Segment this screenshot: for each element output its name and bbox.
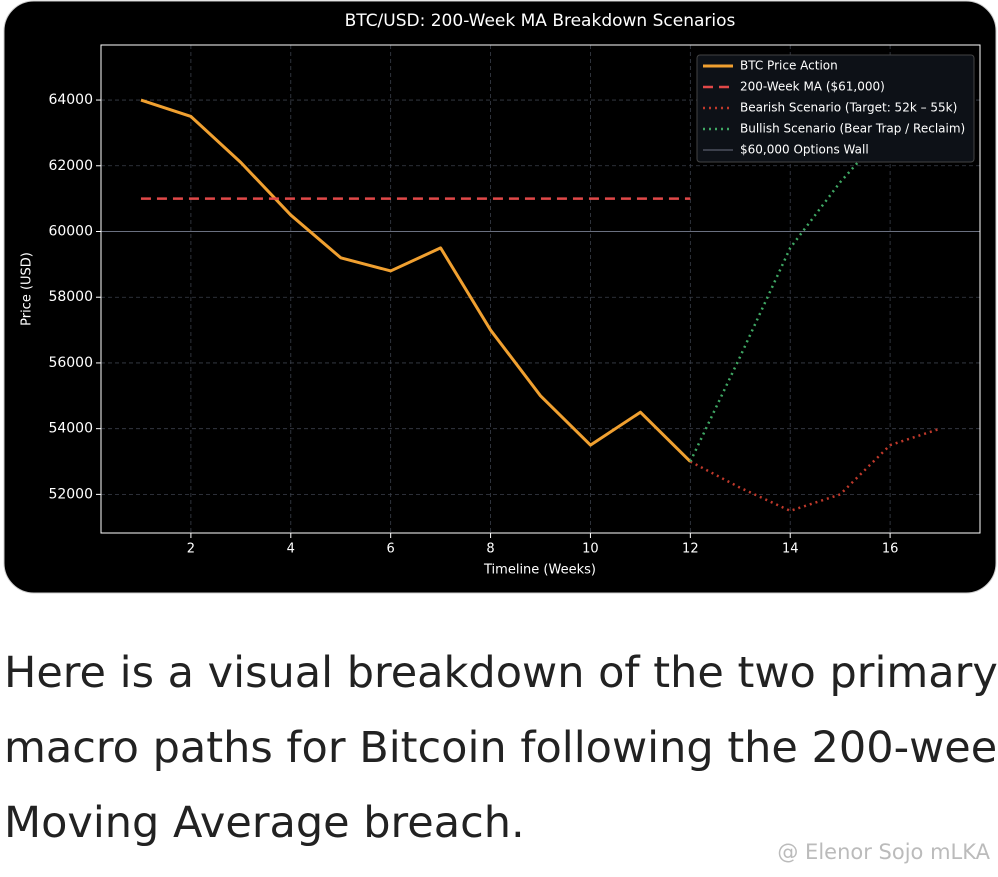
y-tick-label: 58000 [48,289,93,305]
legend-box [696,54,975,163]
x-tick-label: 12 [682,542,699,557]
legend-label: BTC Price Action [740,59,838,73]
y-tick-label: 56000 [48,355,93,371]
y-tick-label: 64000 [48,92,93,108]
watermark: @ Elenor Sojo mLKA [777,840,990,864]
y-tick-label: 54000 [48,421,93,437]
x-tick-label: 6 [387,542,395,557]
caption-line: Here is a visual breakdown of the two pr… [4,648,998,698]
legend-label: $60,000 Options Wall [740,143,869,157]
legend-label: Bearish Scenario (Target: 52k – 55k) [740,101,957,115]
chart: BTC/USD: 200-Week MA Breakdown Scenarios… [3,0,997,594]
series-line [689,66,942,463]
plot-frame [100,44,981,534]
legend-label: Bullish Scenario (Bear Trap / Reclaim) [740,122,965,136]
y-axis-label: Price (USD) [20,252,35,326]
x-tick-label: 2 [187,542,195,557]
x-axis-label: Timeline (Weeks) [483,563,596,578]
x-tick-label: 14 [782,542,799,557]
series-line [140,98,692,463]
x-tick-label: 16 [882,542,899,557]
y-tick-label: 52000 [48,486,93,502]
caption-line: macro paths for Bitcoin following the 20… [4,723,998,773]
x-tick-label: 8 [486,542,494,557]
legend-label: 200-Week MA ($61,000) [740,80,885,94]
x-tick-label: 4 [287,542,295,557]
y-tick-label: 62000 [48,158,93,174]
chart-title: BTC/USD: 200-Week MA Breakdown Scenarios [345,11,736,31]
y-tick-label: 60000 [48,223,93,239]
caption-line: Moving Average breach. [4,798,525,848]
x-tick-label: 10 [582,542,599,557]
